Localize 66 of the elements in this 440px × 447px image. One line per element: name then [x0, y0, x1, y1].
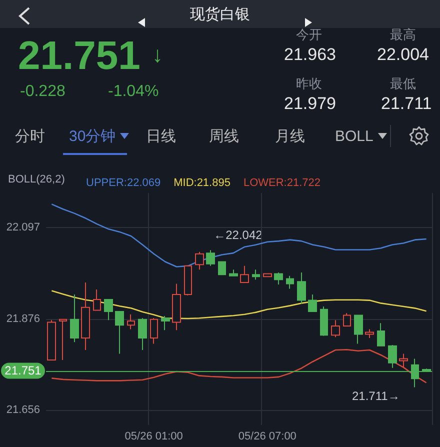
annotation: 21.711→ — [352, 389, 400, 403]
candlestick — [354, 314, 363, 344]
candlestick — [70, 294, 79, 343]
ref-line-label: 21.751 — [4, 364, 42, 378]
candlestick — [252, 269, 260, 280]
candlestick — [59, 318, 67, 360]
candlestick — [150, 318, 158, 344]
candlestick — [93, 289, 101, 311]
text: 21.711 — [381, 94, 432, 113]
candlestick — [320, 306, 328, 336]
candlestick — [218, 261, 226, 276]
chart-title: 现货白银 — [189, 6, 251, 23]
text: ↓ — [152, 42, 163, 67]
text: UPPER:22.069 — [86, 177, 161, 189]
candlestick — [172, 283, 181, 331]
candlestick — [331, 320, 340, 338]
candlestick — [47, 320, 56, 360]
text: LOWER:21.722 — [243, 177, 321, 189]
line-series — [51, 204, 427, 268]
candlestick — [206, 250, 215, 266]
candlestick — [127, 314, 135, 330]
y-tick-label: 22.097 — [6, 221, 40, 234]
text: MID:21.895 — [174, 177, 230, 189]
text: 21.751 — [18, 34, 140, 78]
y-tick-label: 21.876 — [6, 312, 40, 325]
text: 最高 — [390, 27, 416, 42]
candlestick — [365, 328, 374, 338]
candlestick — [308, 294, 317, 312]
candlestick — [263, 273, 272, 278]
candlestick — [138, 318, 147, 351]
x-tick-label: 05/26 07:00 — [238, 430, 296, 442]
text: 22.004 — [377, 45, 429, 64]
candlestick — [388, 344, 397, 368]
candlestick — [399, 353, 408, 368]
candlestick — [184, 265, 192, 296]
text: 月线 — [275, 128, 305, 145]
text: -0.228 — [20, 83, 66, 100]
text: 周线 — [209, 128, 239, 145]
text: 最低 — [390, 76, 416, 91]
legend-title: BOLL(26,2) — [8, 174, 65, 186]
candlestick — [286, 275, 294, 290]
annotation: ←22.042 — [214, 228, 263, 242]
text: 21.963 — [284, 45, 336, 64]
text: 今开 — [296, 27, 322, 42]
candlestick — [274, 272, 283, 286]
text: BOLL — [335, 128, 374, 145]
candlestick — [297, 272, 306, 304]
candlestick — [104, 298, 113, 321]
candlestick — [229, 269, 238, 276]
text: 分时 — [15, 128, 45, 145]
x-tick-label: 05/26 01:00 — [124, 430, 183, 442]
candlestick — [377, 322, 385, 346]
text: 日线 — [146, 128, 176, 145]
line-series — [51, 290, 427, 320]
text: 30分钟 — [69, 128, 116, 145]
y-tick-label: 21.656 — [6, 404, 40, 416]
text: -1.04% — [108, 83, 159, 100]
candlestick — [240, 265, 249, 283]
candlestick — [195, 251, 204, 270]
candlestick — [343, 312, 351, 326]
text: 昨收 — [296, 76, 322, 91]
candlestick — [115, 310, 124, 354]
candlestick — [81, 282, 90, 351]
line-series — [51, 348, 427, 384]
candlestick — [161, 316, 170, 331]
text: 21.979 — [284, 94, 336, 113]
